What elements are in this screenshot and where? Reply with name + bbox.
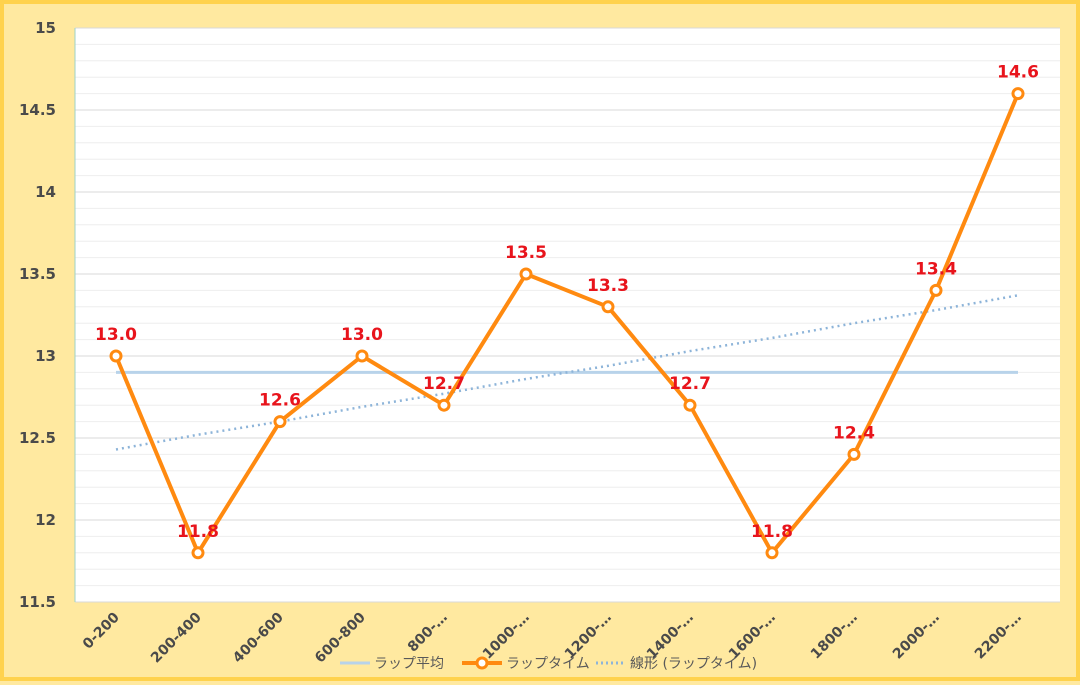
y-tick-label: 13 — [35, 347, 56, 365]
line-chart: 11.5 12 12.5 13 13.5 14 14.5 15 0-200 200-400 400… — [19, 19, 1060, 672]
data-label: 14.6 — [997, 63, 1039, 83]
data-label: 13.4 — [915, 259, 957, 279]
x-tick-label: 1200-… — [562, 610, 615, 663]
data-label: 13.0 — [95, 325, 137, 345]
data-label: 12.4 — [833, 423, 875, 443]
x-tick-label: 800-… — [405, 610, 451, 656]
x-tick-label: 400-600 — [230, 609, 287, 666]
lap-time-line — [114, 92, 1020, 555]
series-trendline — [115, 294, 1019, 451]
data-label: 12.7 — [669, 374, 711, 394]
data-point — [1011, 87, 1025, 101]
legend-label-average: ラップ平均 — [374, 656, 444, 672]
y-tick-label: 14.5 — [19, 101, 56, 119]
legend-label-trendline: 線形 (ラップタイム) — [630, 656, 757, 672]
x-tick-label: 1600-… — [726, 610, 779, 663]
y-tick-label: 13.5 — [19, 265, 56, 283]
trendline — [115, 294, 1019, 451]
data-point — [847, 447, 861, 461]
x-tick-label: 600-800 — [312, 609, 369, 666]
x-tick-label: 1400-… — [644, 610, 697, 663]
data-point — [765, 546, 779, 560]
data-point — [437, 398, 451, 412]
data-label: 11.8 — [177, 522, 219, 542]
data-labels: 13.0 11.8 12.6 13.0 12.7 13.5 13.3 12.7 11.8 12.4… — [95, 63, 1039, 542]
data-label: 12.6 — [259, 391, 301, 411]
data-point — [355, 349, 369, 363]
data-label: 13.3 — [587, 276, 629, 296]
series-lap-time — [109, 87, 1025, 560]
y-tick-label: 11.5 — [19, 593, 56, 611]
data-point — [191, 546, 205, 560]
x-tick-label: 2000-… — [890, 610, 943, 663]
x-tick-label: 1800-… — [808, 610, 861, 663]
x-tick-label: 0-200 — [80, 609, 123, 652]
data-point — [929, 283, 943, 297]
data-point — [601, 300, 615, 314]
legend-marker-lap-time — [475, 656, 489, 670]
x-tick-label: 1000-… — [480, 610, 533, 663]
plot-area — [75, 28, 1060, 602]
data-point — [109, 349, 123, 363]
data-label: 11.8 — [751, 522, 793, 542]
data-point — [273, 415, 287, 429]
data-label: 13.5 — [505, 243, 547, 263]
y-tick-label: 12 — [35, 511, 56, 529]
legend-label-lap-time: ラップタイム — [506, 656, 590, 672]
x-tick-label: 2200-… — [972, 610, 1025, 663]
y-tick-label: 12.5 — [19, 429, 56, 447]
data-label: 13.0 — [341, 325, 383, 345]
legend: ラップ平均 ラップタイム 線形 (ラップタイム) — [340, 656, 757, 672]
gridlines — [74, 27, 1060, 603]
y-tick-label: 15 — [35, 19, 56, 37]
data-point — [683, 398, 697, 412]
x-tick-label: 200-400 — [148, 609, 205, 666]
data-point — [519, 267, 533, 281]
y-tick-label: 14 — [35, 183, 56, 201]
y-axis: 11.5 12 12.5 13 13.5 14 14.5 15 — [19, 19, 56, 611]
data-label: 12.7 — [423, 374, 465, 394]
